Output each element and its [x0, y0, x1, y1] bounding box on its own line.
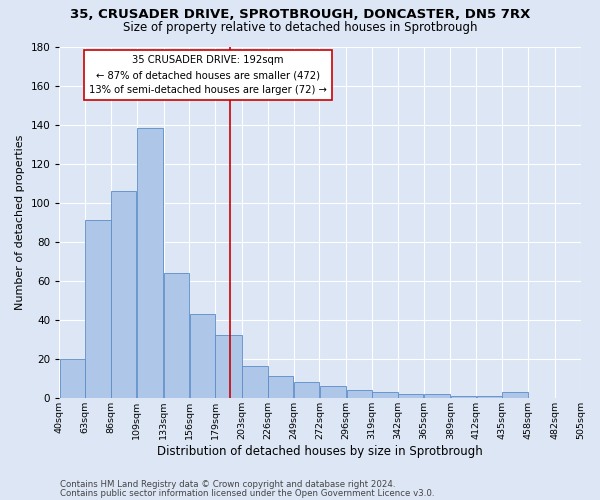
Bar	[320, 386, 346, 398]
Bar	[215, 335, 242, 398]
Y-axis label: Number of detached properties: Number of detached properties	[15, 134, 25, 310]
Text: 35, CRUSADER DRIVE, SPROTBROUGH, DONCASTER, DN5 7RX: 35, CRUSADER DRIVE, SPROTBROUGH, DONCAST…	[70, 8, 530, 20]
X-axis label: Distribution of detached houses by size in Sprotbrough: Distribution of detached houses by size …	[157, 444, 483, 458]
Bar	[242, 366, 268, 398]
Bar	[59, 358, 85, 398]
Bar	[85, 220, 110, 398]
Bar	[268, 376, 293, 398]
Bar	[476, 396, 502, 398]
Text: 35 CRUSADER DRIVE: 192sqm
← 87% of detached houses are smaller (472)
13% of semi: 35 CRUSADER DRIVE: 192sqm ← 87% of detac…	[89, 56, 327, 95]
Bar	[373, 392, 398, 398]
Bar	[451, 396, 476, 398]
Text: Contains HM Land Registry data © Crown copyright and database right 2024.: Contains HM Land Registry data © Crown c…	[60, 480, 395, 489]
Text: Contains public sector information licensed under the Open Government Licence v3: Contains public sector information licen…	[60, 488, 434, 498]
Bar	[190, 314, 215, 398]
Bar	[294, 382, 319, 398]
Bar	[424, 394, 450, 398]
Bar	[398, 394, 424, 398]
Text: Size of property relative to detached houses in Sprotbrough: Size of property relative to detached ho…	[123, 21, 477, 34]
Bar	[502, 392, 527, 398]
Bar	[164, 273, 189, 398]
Bar	[347, 390, 372, 398]
Bar	[137, 128, 163, 398]
Bar	[111, 191, 136, 398]
